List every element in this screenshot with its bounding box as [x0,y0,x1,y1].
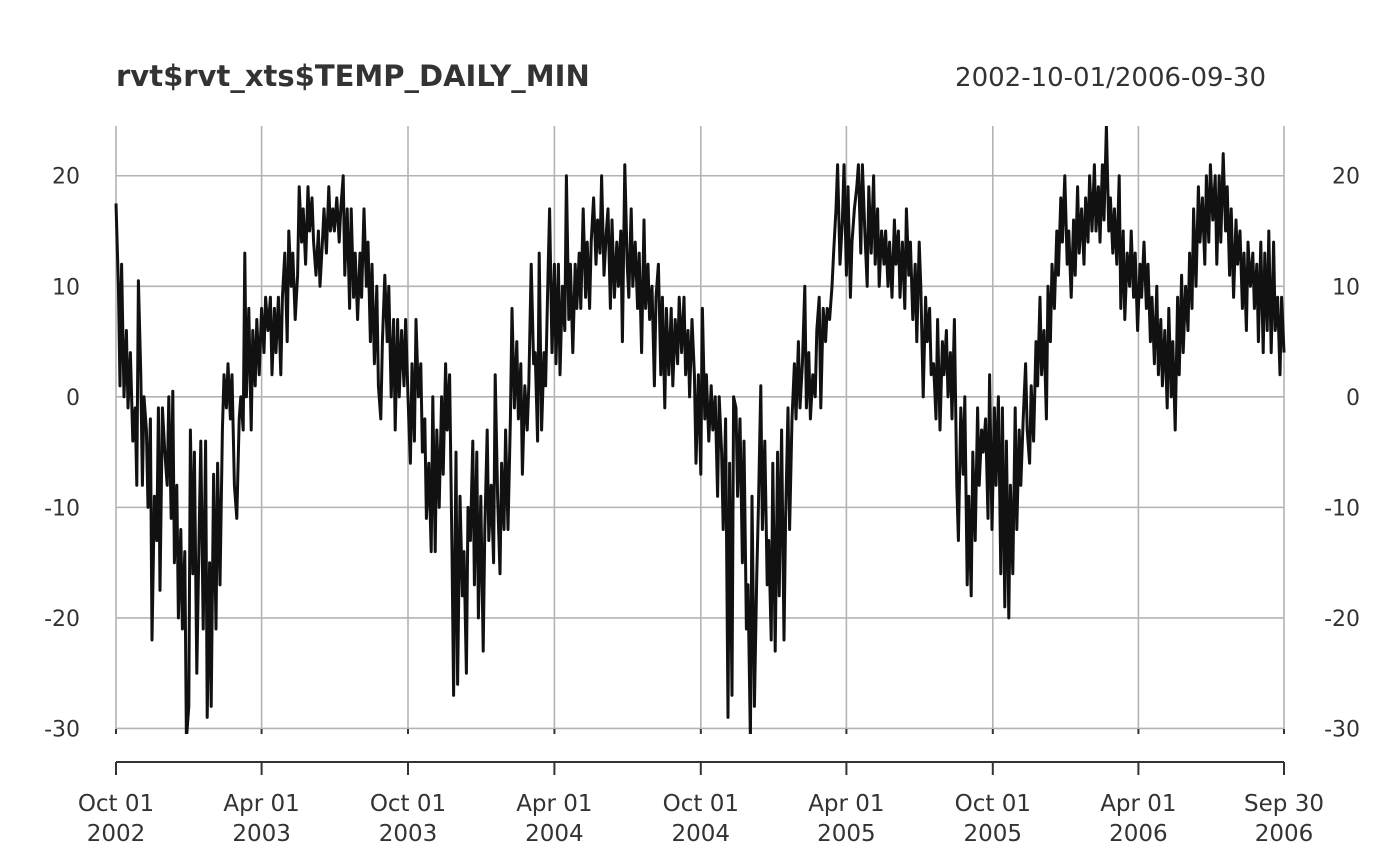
y-tick-label-left: 10 [52,275,80,300]
x-tick-label-line2: 2004 [525,821,584,847]
x-tick-label-line2: 2003 [232,821,291,847]
series-line [114,126,1286,734]
x-tick-label-line2: 2006 [1255,821,1314,847]
y-tick-label-left: -10 [44,496,80,521]
x-tick-label-line2: 2002 [87,821,146,847]
y-tick-label-left: -30 [44,717,80,742]
y-tick-label-right: 10 [1332,275,1360,300]
y-tick-label-right: -10 [1324,496,1360,521]
y-tick-label-left: -20 [44,607,80,632]
x-tick-label-line1: Apr 01 [808,791,884,817]
x-tick-label-line2: 2004 [672,821,731,847]
chart-title: rvt$rvt_xts$TEMP_DAILY_MIN [116,59,590,93]
x-tick-label-line1: Apr 01 [1100,791,1176,817]
x-tick-label-line1: Apr 01 [223,791,299,817]
x-tick-label-line1: Oct 01 [370,791,446,817]
x-tick-label-line1: Oct 01 [955,791,1031,817]
axes: 20 20 10 10 0 0 -10 -10 -20 -20 -30 -30 Oct 01 2002 Ap… [44,165,1360,847]
x-tick-label-line1: Sep 30 [1244,791,1324,817]
series-layer [114,126,1286,734]
x-tick-label-line2: 2005 [964,821,1023,847]
x-tick-label-line2: 2006 [1109,821,1168,847]
x-tick-label-line1: Apr 01 [516,791,592,817]
y-tick-label-left: 20 [52,165,80,190]
date-range-label: 2002-10-01/2006-09-30 [955,63,1266,93]
y-tick-label-left: 0 [66,386,80,411]
y-tick-label-right: 0 [1346,386,1360,411]
x-tick-label-line1: Oct 01 [663,791,739,817]
y-tick-label-right: 20 [1332,165,1360,190]
x-tick-label-line1: Oct 01 [78,791,154,817]
x-tick-label-line2: 2005 [817,821,876,847]
y-tick-label-right: -30 [1324,717,1360,742]
y-tick-label-right: -20 [1324,607,1360,632]
x-tick-label-line2: 2003 [379,821,438,847]
